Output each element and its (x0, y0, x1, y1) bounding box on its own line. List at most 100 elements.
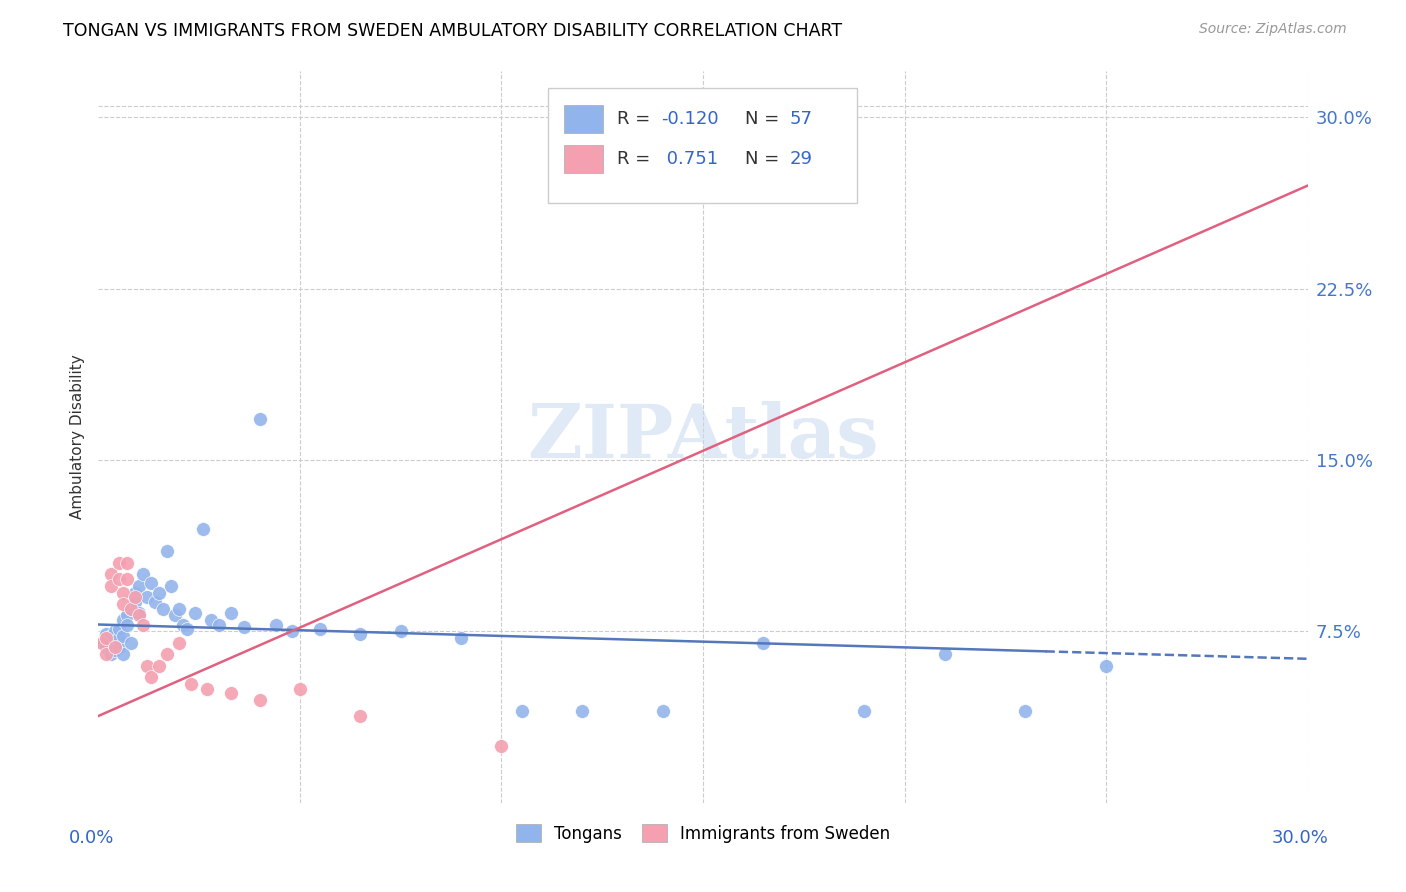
Point (349, 709, 371, 723)
Point (152, 601, 174, 615)
Point (111, 597, 134, 611)
Text: 57: 57 (790, 110, 813, 128)
Text: 30.0%: 30.0% (1272, 829, 1329, 847)
Point (180, 677, 202, 691)
Point (193, 521, 215, 535)
Point (309, 622, 332, 636)
Point (195, 681, 218, 696)
Point (148, 658, 170, 673)
Point (103, 638, 125, 652)
FancyBboxPatch shape (564, 145, 603, 173)
Point (184, 606, 207, 620)
Point (510, 705, 533, 719)
Point (107, 622, 129, 636)
Point (450, 632, 472, 646)
Point (167, 601, 190, 615)
Text: -0.120: -0.120 (661, 110, 718, 128)
Point (571, 705, 593, 719)
Point (349, 626, 371, 640)
Text: 0.0%: 0.0% (69, 829, 114, 847)
Point (249, 693, 271, 707)
Point (103, 642, 125, 657)
Point (100, 647, 122, 661)
Point (103, 624, 125, 639)
Point (100, 629, 122, 643)
Point (120, 601, 142, 615)
Point (132, 617, 155, 632)
Text: 29: 29 (790, 150, 813, 168)
Text: 0.751: 0.751 (661, 150, 718, 168)
Point (111, 613, 134, 627)
Point (1014, 705, 1036, 719)
Point (96, 647, 118, 661)
Point (232, 620, 254, 634)
Point (156, 544, 179, 558)
Point (853, 705, 876, 719)
Point (107, 572, 129, 586)
FancyBboxPatch shape (548, 88, 856, 203)
Point (221, 686, 243, 700)
Text: R =: R = (617, 150, 657, 168)
Point (281, 624, 304, 639)
Point (120, 636, 142, 650)
Point (107, 640, 129, 655)
Point (111, 585, 134, 599)
Point (115, 572, 138, 586)
Point (208, 617, 231, 632)
Point (96, 632, 118, 646)
Point (288, 681, 311, 696)
Point (96, 640, 118, 655)
Point (139, 576, 162, 591)
Point (124, 595, 146, 609)
Point (115, 556, 138, 570)
Point (172, 617, 194, 632)
Y-axis label: Ambulatory Disability: Ambulatory Disability (69, 355, 84, 519)
Point (491, 739, 513, 753)
Point (832, 178, 855, 193)
Point (143, 595, 166, 609)
Point (128, 608, 150, 623)
Text: TONGAN VS IMMIGRANTS FROM SWEDEN AMBULATORY DISABILITY CORRELATION CHART: TONGAN VS IMMIGRANTS FROM SWEDEN AMBULAT… (63, 22, 842, 40)
Point (96, 626, 118, 640)
Point (264, 617, 287, 632)
Point (176, 622, 198, 636)
Point (107, 556, 129, 570)
Point (124, 585, 146, 599)
Text: ZIPAtlas: ZIPAtlas (527, 401, 879, 474)
Point (163, 608, 186, 623)
Legend: Tongans, Immigrants from Sweden: Tongans, Immigrants from Sweden (509, 818, 897, 849)
Point (249, 412, 271, 426)
Point (128, 579, 150, 593)
Text: R =: R = (617, 110, 657, 128)
Point (139, 670, 162, 684)
Point (91, 636, 114, 650)
Point (111, 629, 134, 643)
Point (120, 601, 142, 615)
Text: N =: N = (745, 110, 786, 128)
Point (115, 617, 138, 632)
Point (135, 658, 157, 673)
Point (96, 632, 118, 646)
Point (128, 606, 150, 620)
FancyBboxPatch shape (564, 105, 603, 133)
Point (91, 636, 114, 650)
Point (934, 647, 956, 661)
Point (100, 579, 122, 593)
Point (100, 567, 122, 582)
Point (167, 636, 190, 650)
Point (103, 640, 125, 655)
Point (389, 624, 412, 639)
Point (111, 647, 134, 661)
Point (107, 632, 129, 646)
Text: Source: ZipAtlas.com: Source: ZipAtlas.com (1199, 22, 1347, 37)
Point (1095, 658, 1118, 673)
Point (752, 636, 775, 650)
Point (148, 585, 170, 599)
Point (651, 705, 673, 719)
Point (160, 579, 183, 593)
Point (132, 567, 155, 582)
Point (156, 647, 179, 661)
Point (100, 633, 122, 648)
Point (200, 613, 222, 627)
Point (115, 608, 138, 623)
